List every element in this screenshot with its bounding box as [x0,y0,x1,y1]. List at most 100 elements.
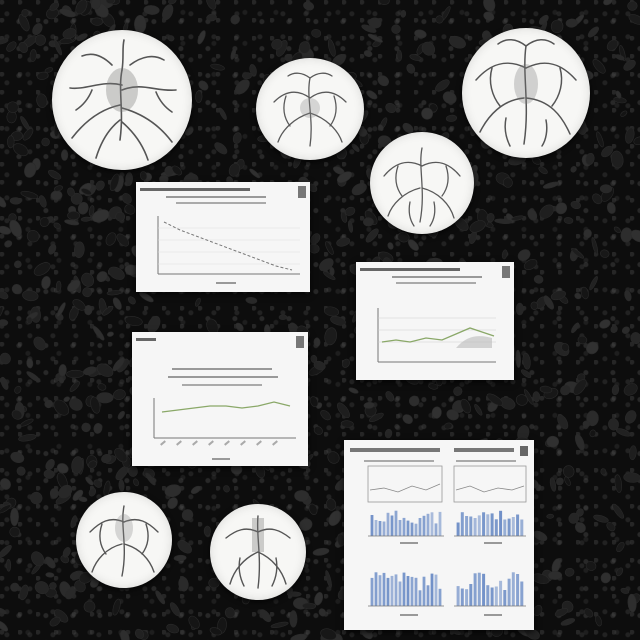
pebble [577,335,588,345]
pebble [96,363,114,377]
pebble [312,547,330,556]
pebble [90,17,104,26]
pebble [9,197,22,205]
pebble [325,241,334,255]
pebble [469,220,486,233]
bar-mark [410,522,414,536]
pebble [435,15,444,24]
pebble [486,213,495,223]
pebble [7,135,15,149]
bar-mark [469,516,473,536]
pebble [62,547,71,558]
pebble [313,337,321,347]
pebble [82,287,93,298]
bar-mark [382,572,386,606]
bar-mark [465,516,469,536]
pebble [195,90,203,103]
pebble [235,322,244,332]
pebble [124,204,136,215]
pebble [208,577,220,589]
pebble [45,572,55,578]
bar-mark [456,522,460,536]
pebble [348,387,359,394]
pebble [600,468,607,476]
bar-mark [394,574,398,606]
pebble [88,205,95,217]
pebble [36,71,49,80]
pebble [290,633,308,640]
tree-root-illustration-disc-3 [462,28,590,158]
pebble [97,383,107,391]
pebble [385,102,397,114]
pebble [177,540,192,554]
bar-mark [486,585,490,606]
bar-mark [511,517,515,536]
pebble [33,336,46,351]
chart-document-icon [140,186,306,284]
pebble [26,371,41,383]
pebble [367,33,383,43]
pebble [19,584,29,601]
pebble [600,249,610,258]
pebble [397,232,410,243]
pebble [561,343,570,352]
pebble [22,128,34,141]
pebble [311,28,322,38]
bar-mark [507,578,511,606]
pebble [167,35,175,42]
pebble [18,14,30,32]
pebble [446,409,459,421]
pebble [188,615,200,629]
pebble [224,607,236,619]
pebble [92,325,105,341]
pebble [595,615,602,627]
pebble [603,0,613,6]
pebble [396,49,403,61]
pebble [109,173,120,192]
pebble [72,299,86,311]
pebble [549,477,557,492]
bar-mark [430,512,434,536]
pebble [0,290,9,300]
bar-mark [499,580,503,606]
pebble [0,352,11,365]
pebble [494,218,513,225]
pebble [615,428,631,437]
tree-root-illustration-icon [69,39,177,161]
pebble [557,414,569,430]
pebble [190,485,201,494]
pebble [554,608,569,617]
bar-mark [426,585,430,606]
pebble [56,302,66,318]
pebble [36,93,48,108]
pebble [145,472,156,486]
pebble [249,64,257,76]
pebble [596,131,604,148]
pebble [624,290,632,302]
bar-mark [482,573,486,606]
pebble [121,193,132,204]
pebble [155,590,166,605]
pebble [80,188,92,196]
pebble [565,18,578,28]
pebble [88,460,97,469]
pebble [363,50,373,58]
pebble [114,448,128,463]
pebble [59,8,76,18]
pebble [53,222,61,229]
pebble [134,15,147,34]
pebble [336,171,353,184]
pebble [60,149,69,161]
pebble [206,13,217,22]
pebble [378,124,384,131]
pebble [6,41,17,52]
pebble [10,451,25,463]
pebble [556,477,564,486]
bar-mark [390,575,394,606]
bar-mark [469,584,473,606]
bar-mark [406,520,410,536]
pebble [621,326,630,334]
tree-root-illustration-icon [273,72,347,147]
pebble [515,302,524,316]
bar-mark [465,589,469,606]
